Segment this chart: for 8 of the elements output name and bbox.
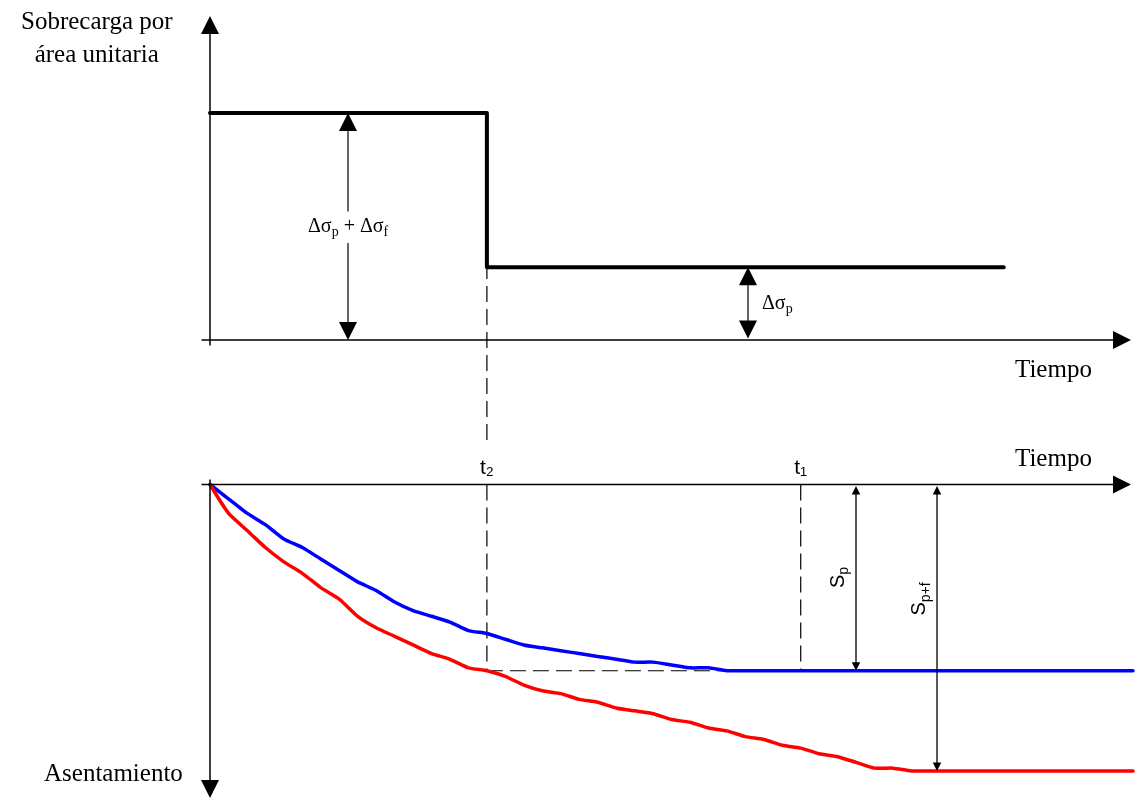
x-axis-title: Tiempo xyxy=(1015,355,1092,382)
annotation: Δσ$_{p}$ xyxy=(762,291,793,317)
x-axis-title: Tiempo xyxy=(1015,444,1092,471)
annotation: Δσ$_{p}$ + Δσ$_{f}$ xyxy=(308,214,389,240)
x-tick-label: t₂ xyxy=(479,455,494,479)
x-tick-label: t₁ xyxy=(794,455,808,479)
y-axis-title: Asentamiento xyxy=(44,759,183,786)
y-axis-title: Sobrecarga por área unitaria xyxy=(21,7,174,67)
